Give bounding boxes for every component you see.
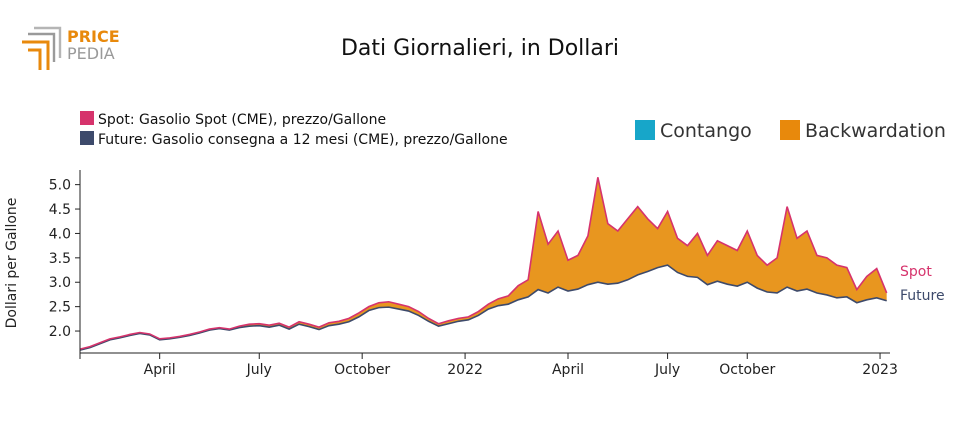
- logo-mark-icon: [22, 26, 62, 70]
- x-tick-label: 2023: [862, 362, 898, 378]
- legend-swatch-backwardation: [780, 120, 800, 140]
- legend-label-contango: Contango: [660, 120, 752, 142]
- legend-label-backwardation: Backwardation: [805, 120, 946, 142]
- legend-swatch-contango: [635, 120, 655, 140]
- x-tick-label: April: [552, 362, 584, 378]
- pricepedia-logo: PRICE PEDIA: [22, 26, 120, 70]
- series-line-future: [79, 264, 887, 351]
- y-tick-label: 4.5: [49, 202, 71, 218]
- backwardation-area: [80, 177, 887, 351]
- legend-swatch-spot: [80, 111, 94, 125]
- series-legend: Spot: Gasolio Spot (CME), prezzo/Gallone…: [80, 111, 508, 148]
- x-tick-label: April: [144, 362, 176, 378]
- series-lines: [79, 177, 888, 351]
- backwardation-band: [80, 177, 887, 351]
- x-tick-label: 2022: [447, 362, 483, 378]
- legend-swatch-future: [80, 131, 94, 145]
- end-label-future: Future: [900, 288, 945, 304]
- y-tick-label: 5.0: [49, 178, 71, 194]
- y-axis-label: Dollari per Gallone: [4, 198, 20, 329]
- x-tick-label: October: [334, 362, 390, 378]
- x-tick-label: October: [719, 362, 775, 378]
- y-tick-label: 2.5: [49, 300, 71, 316]
- axes: 2.0 2.5 3.0 3.5 4.0 4.5 5.0 April July October 202…: [49, 170, 898, 378]
- y-tick-label: 3.0: [49, 275, 71, 291]
- chart-title: Dati Giornalieri, in Dollari: [341, 36, 619, 61]
- x-tick-label: July: [246, 362, 272, 378]
- y-tick-label: 2.0: [49, 324, 71, 340]
- x-tick-label: July: [654, 362, 680, 378]
- legend-label-future: Future: Gasolio consegna a 12 mesi (CME)…: [98, 132, 508, 148]
- logo-word-price: PRICE: [67, 27, 120, 46]
- logo-word-pedia: PEDIA: [67, 44, 115, 63]
- area-legend: Contango Backwardation: [635, 120, 946, 142]
- legend-label-spot: Spot: Gasolio Spot (CME), prezzo/Gallone: [98, 112, 386, 128]
- end-label-spot: Spot: [900, 264, 932, 280]
- y-tick-label: 3.5: [49, 251, 71, 267]
- series-line-spot: [79, 177, 888, 350]
- y-tick-label: 4.0: [49, 226, 71, 242]
